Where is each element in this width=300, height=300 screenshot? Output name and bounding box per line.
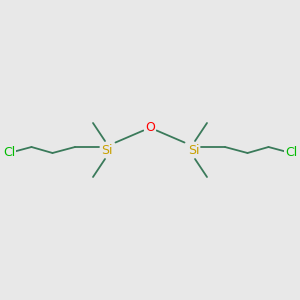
- Text: Si: Si: [188, 143, 199, 157]
- Text: Cl: Cl: [285, 146, 297, 160]
- Text: Cl: Cl: [3, 146, 15, 160]
- Text: O: O: [145, 121, 155, 134]
- Text: Si: Si: [101, 143, 112, 157]
